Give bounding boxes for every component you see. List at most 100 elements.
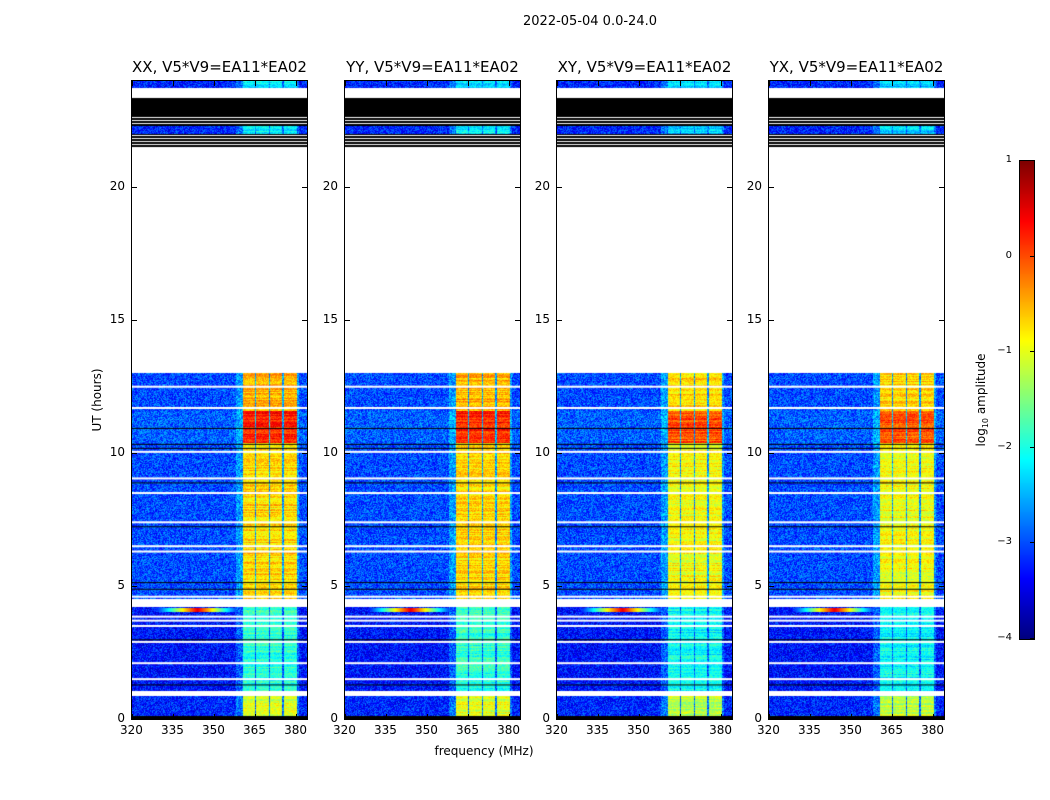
y-tick-label: 10 — [534, 445, 550, 460]
colorbar-tick — [1030, 351, 1034, 353]
y-tick-right — [302, 719, 307, 720]
x-tick-label: 380 — [497, 723, 520, 737]
panel-xy: XY, V5*V9=EA11*EA02 320 335 350 365 380 0 5 10 15… — [535, 58, 733, 737]
x-tick-bottom — [255, 714, 257, 719]
y-tick-label: 20 — [746, 179, 762, 194]
x-axis-label: frequency (MHz) — [434, 744, 534, 758]
y-tick-left — [769, 586, 774, 588]
heatmap-plot — [556, 80, 733, 720]
colorbar-tick-label: −3 — [997, 536, 1012, 548]
x-tick-label: 365 — [456, 723, 479, 737]
y-tick-left — [345, 719, 350, 720]
x-tick-label: 335 — [586, 723, 609, 737]
y-tick-label: 0 — [754, 711, 762, 725]
x-tick-top — [810, 81, 812, 86]
colorbar-tick-label: 0 — [1005, 249, 1012, 261]
y-tick-right — [515, 719, 520, 720]
colorbar-tick-label: −4 — [997, 632, 1012, 643]
y-tick-left — [345, 320, 350, 322]
x-tick-bottom — [598, 714, 600, 719]
colorbar-tick-label: −2 — [997, 440, 1012, 452]
y-tick-left — [345, 453, 350, 455]
x-tick-bottom — [296, 714, 298, 719]
x-tick-label: 335 — [798, 723, 821, 737]
y-tick-right — [939, 320, 944, 322]
panel-title: XX, V5*V9=EA11*EA02 — [132, 58, 307, 76]
y-tick-label: 20 — [322, 179, 338, 194]
y-tick-left — [132, 187, 137, 189]
y-tick-left — [557, 187, 562, 189]
y-tick-label: 10 — [746, 445, 762, 460]
y-tick-label: 5 — [330, 578, 338, 593]
x-tick-top — [427, 81, 429, 86]
x-tick-bottom — [933, 714, 935, 719]
x-tick-label: 350 — [839, 723, 862, 737]
y-tick-label: 15 — [322, 312, 338, 327]
x-tick-bottom — [892, 714, 894, 719]
y-tick-label: 0 — [117, 711, 125, 725]
x-tick-top — [386, 81, 388, 86]
y-tick-right — [727, 187, 732, 189]
panel-title: YY, V5*V9=EA11*EA02 — [346, 58, 519, 76]
colorbar-tick — [1030, 446, 1034, 448]
x-tick-label: 350 — [415, 723, 438, 737]
x-tick-label: 320 — [545, 723, 568, 737]
x-tick-bottom — [557, 714, 558, 719]
heatmap-cells — [132, 81, 307, 719]
figure-title: 2022-05-04 0.0-24.0 — [523, 14, 657, 29]
y-tick-label: 0 — [330, 711, 338, 725]
y-axis-label: UT (hours) — [90, 368, 104, 432]
y-tick-right — [727, 320, 732, 322]
x-tick-bottom — [810, 714, 812, 719]
x-tick-top — [933, 81, 935, 86]
panel-title: XY, V5*V9=EA11*EA02 — [557, 58, 732, 76]
y-tick-right — [302, 320, 307, 322]
x-tick-top — [255, 81, 257, 86]
x-tick-label: 320 — [120, 723, 143, 737]
y-tick-label: 15 — [746, 312, 762, 327]
x-tick-top — [345, 81, 346, 86]
y-tick-right — [515, 453, 520, 455]
y-tick-right — [939, 719, 944, 720]
panel-title: YX, V5*V9=EA11*EA02 — [769, 58, 944, 76]
y-tick-label: 5 — [754, 578, 762, 593]
x-tick-label: 380 — [921, 723, 944, 737]
x-tick-top — [296, 81, 298, 86]
x-tick-bottom — [173, 714, 175, 719]
x-tick-bottom — [345, 714, 346, 719]
heatmap-plot — [344, 80, 521, 720]
colorbar-label-sub: 10 — [981, 417, 991, 429]
colorbar-label-main: log — [973, 428, 988, 447]
y-tick-label: 5 — [542, 578, 550, 593]
y-tick-right — [939, 453, 944, 455]
y-tick-right — [302, 453, 307, 455]
x-tick-top — [892, 81, 894, 86]
y-tick-right — [302, 187, 307, 189]
heatmap-cells — [345, 81, 520, 719]
panel-xx: XX, V5*V9=EA11*EA02 320 335 350 365 380 0 5 10 15… — [110, 58, 308, 737]
y-tick-left — [132, 719, 137, 720]
y-tick-right — [727, 719, 732, 720]
x-tick-top — [639, 81, 641, 86]
y-tick-label: 15 — [109, 312, 125, 327]
x-tick-bottom — [721, 714, 723, 719]
y-tick-left — [557, 586, 562, 588]
x-tick-top — [509, 81, 511, 86]
x-tick-bottom — [680, 714, 682, 719]
y-tick-right — [939, 586, 944, 588]
x-tick-bottom — [851, 714, 853, 719]
y-tick-right — [727, 453, 732, 455]
x-tick-bottom — [132, 714, 133, 719]
colorbar-tick — [1030, 160, 1034, 161]
colorbar-tick-label: 1 — [1005, 154, 1012, 165]
y-tick-right — [727, 586, 732, 588]
x-tick-label: 335 — [161, 723, 184, 737]
colorbar-tick — [1030, 638, 1034, 639]
x-tick-bottom — [427, 714, 429, 719]
y-tick-label: 15 — [534, 312, 550, 327]
y-tick-right — [515, 187, 520, 189]
x-tick-label: 380 — [709, 723, 732, 737]
x-tick-label: 320 — [757, 723, 780, 737]
x-tick-top — [598, 81, 600, 86]
